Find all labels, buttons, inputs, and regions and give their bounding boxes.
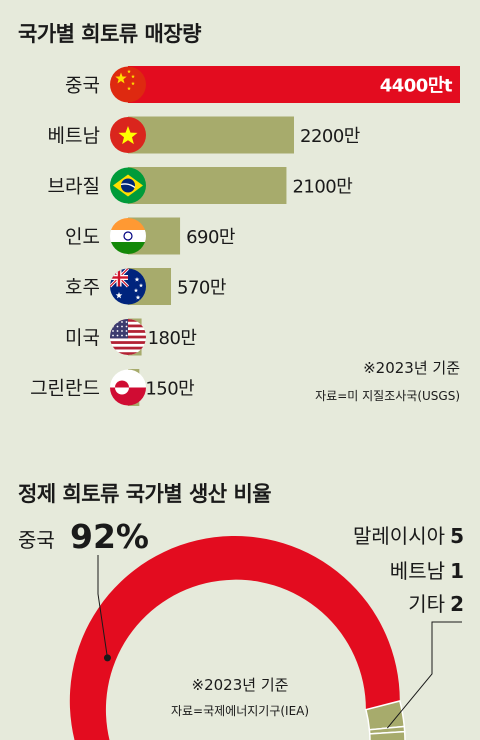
value-label-3: 690만 bbox=[186, 227, 235, 248]
usa-flag-icon bbox=[110, 319, 146, 355]
bar-2 bbox=[128, 167, 287, 204]
value-label-4: 570만 bbox=[177, 278, 226, 299]
production-note: ※2023년 기준 bbox=[192, 676, 289, 694]
share-label-1: 말레이시아 bbox=[353, 524, 445, 548]
category-label-2: 브라질 bbox=[48, 176, 100, 198]
share-value-3: 2 bbox=[450, 592, 464, 616]
value-label-5: 180만 bbox=[148, 328, 197, 349]
vietnam-flag-icon bbox=[110, 117, 146, 153]
china-share-label: 중국 bbox=[18, 528, 55, 552]
share-label-3: 기타 bbox=[408, 592, 445, 616]
arc-segment-0 bbox=[69, 536, 400, 740]
production-chart-title: 정제 희토류 국가별 생산 비율 bbox=[18, 482, 272, 506]
bar-1 bbox=[128, 116, 294, 154]
category-label-3: 인도 bbox=[65, 226, 100, 248]
reserves-source: 자료=미 지질조사국(USGS) bbox=[315, 389, 460, 403]
brazil-flag-icon bbox=[110, 167, 146, 204]
bar-0 bbox=[128, 66, 460, 103]
category-label-1: 베트남 bbox=[48, 125, 100, 147]
category-label-5: 미국 bbox=[65, 327, 100, 349]
production-chart: 정제 희토류 국가별 생산 비율 중국 92% 말레이시아 5 베트남 1 기타 2 ※2023… bbox=[0, 460, 480, 740]
value-label-0: 4400만t bbox=[380, 76, 453, 97]
china-share-value: 92% bbox=[70, 517, 149, 556]
production-source: 자료=국제에너지기구(IEA) bbox=[171, 704, 309, 718]
china-flag-icon bbox=[110, 66, 146, 103]
share-value-2: 1 bbox=[450, 559, 464, 583]
others-leader-line bbox=[386, 621, 462, 729]
australia-flag-icon bbox=[110, 268, 146, 305]
value-label-1: 2200만 bbox=[300, 126, 360, 147]
india-flag-icon bbox=[110, 218, 146, 254]
category-label-4: 호주 bbox=[65, 277, 100, 299]
greenland-flag-icon bbox=[110, 369, 146, 406]
reserves-chart-title: 국가별 희토류 매장량 bbox=[18, 22, 202, 46]
china-leader-line bbox=[97, 555, 108, 658]
reserves-note: ※2023년 기준 bbox=[363, 359, 460, 377]
value-label-6: 150만 bbox=[145, 379, 194, 400]
arc-segment-3 bbox=[368, 730, 406, 740]
share-label-2: 베트남 bbox=[390, 559, 445, 583]
share-value-1: 5 bbox=[450, 524, 464, 548]
category-label-6: 그린란드 bbox=[30, 378, 100, 400]
value-label-2: 2100만 bbox=[292, 177, 352, 198]
category-label-0: 중국 bbox=[65, 75, 100, 97]
